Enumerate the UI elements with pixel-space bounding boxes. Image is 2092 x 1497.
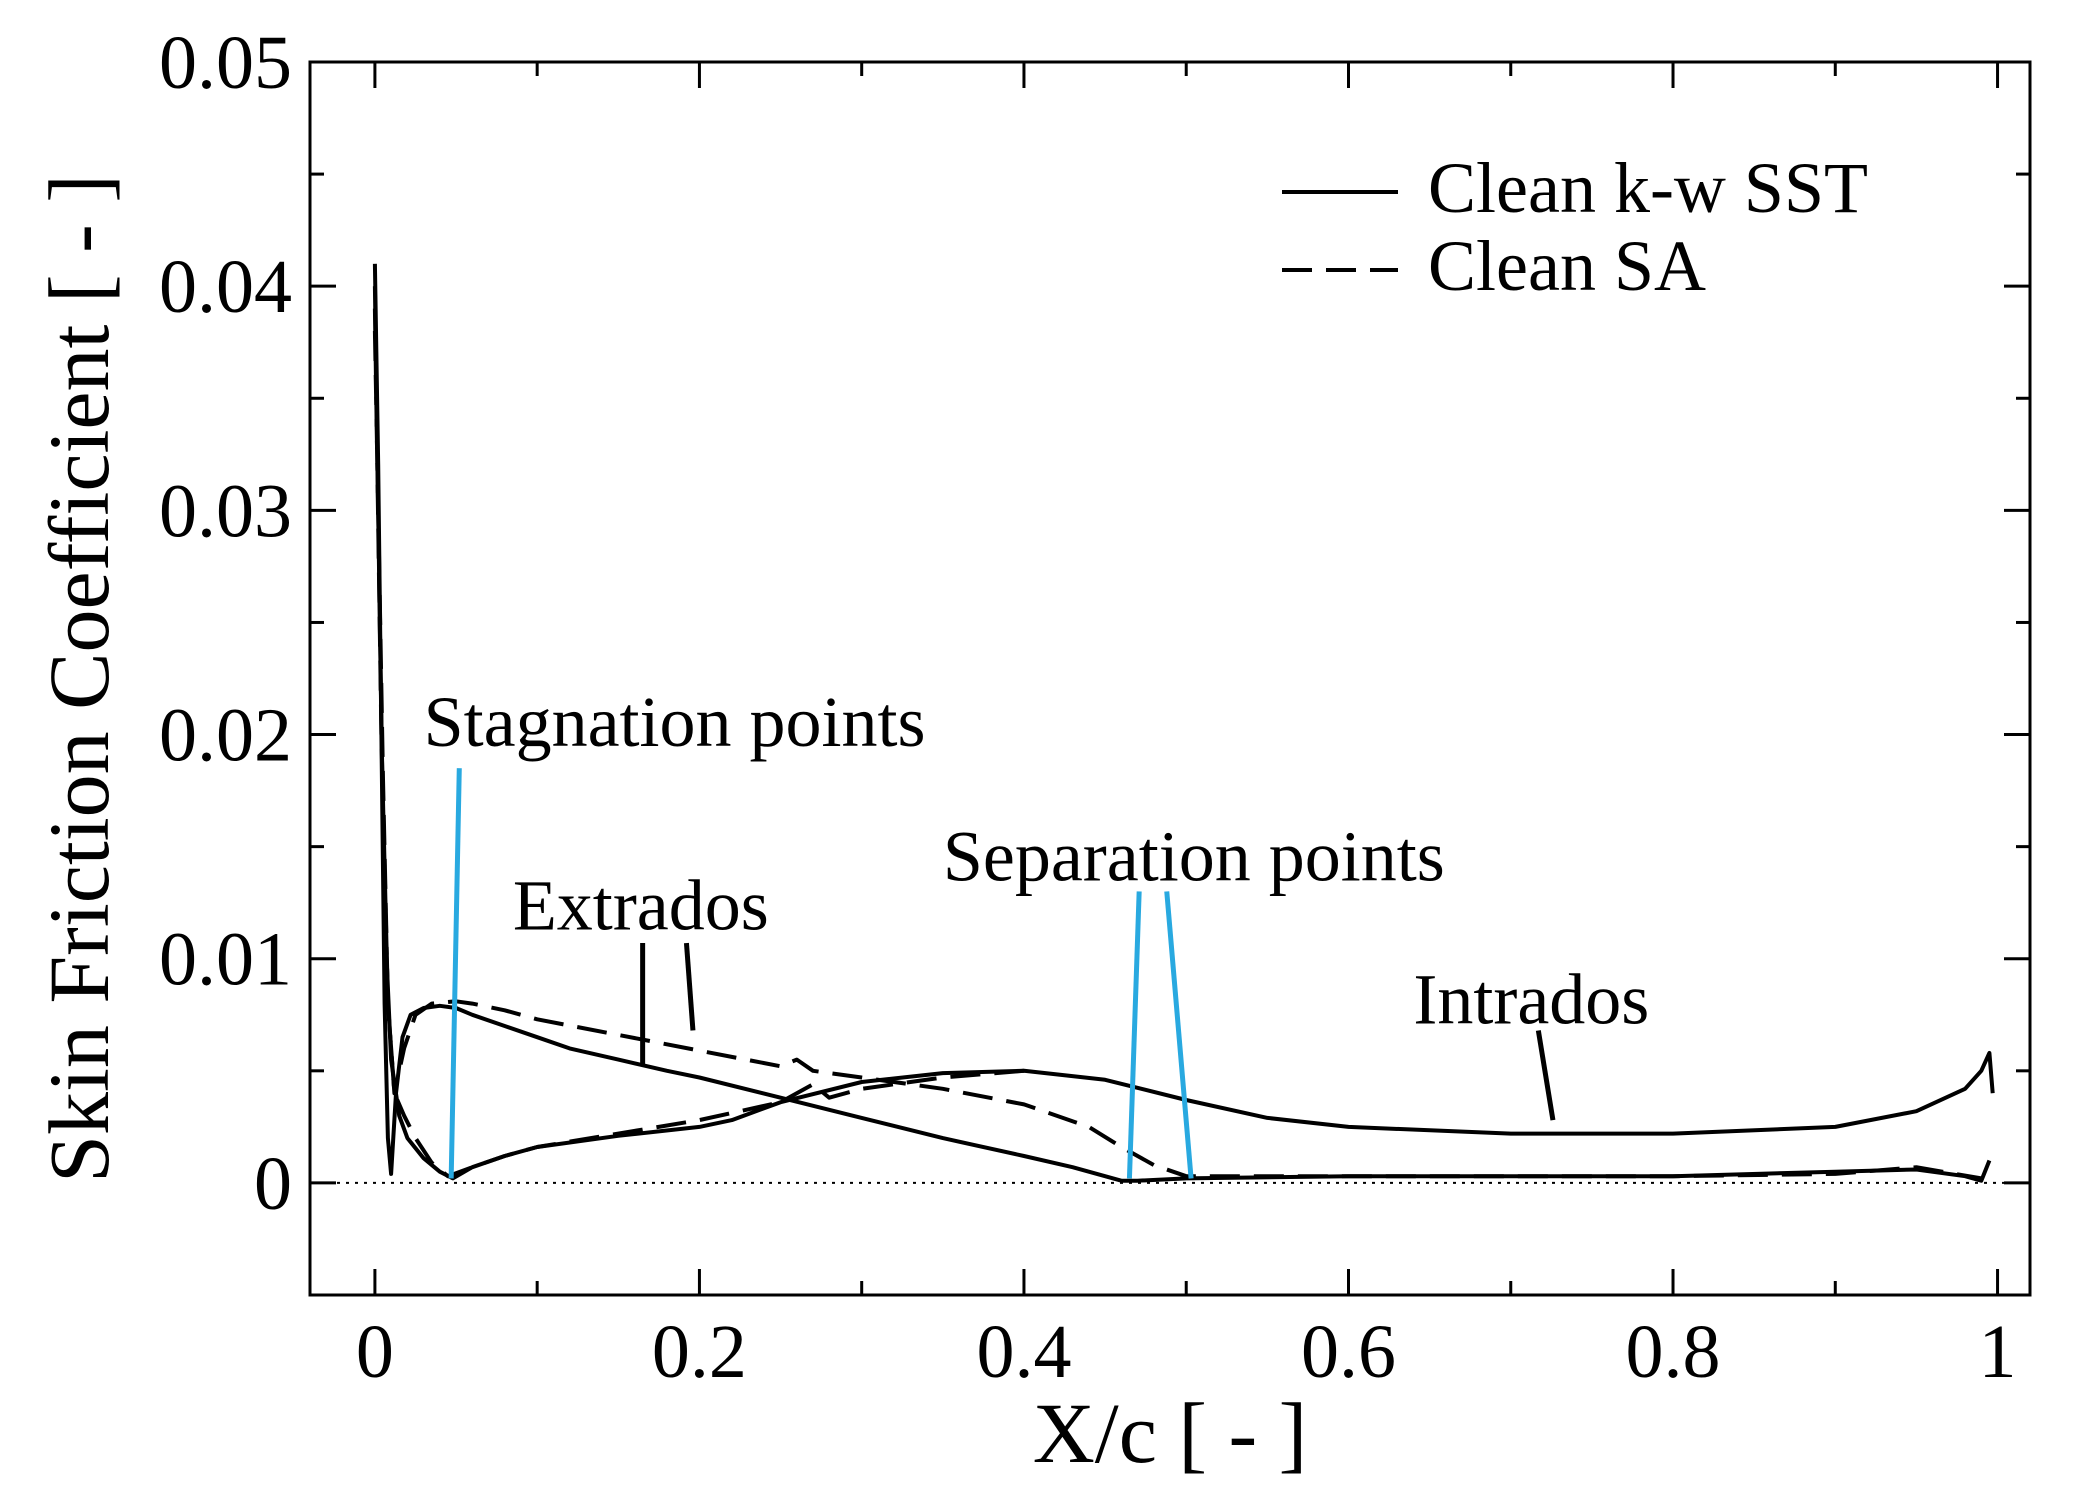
series-line (372, 286, 1995, 1181)
y-tick-label: 0.02 (159, 694, 292, 778)
y-tick-label: 0 (254, 1142, 292, 1226)
annotation-label: Extrados (513, 866, 769, 946)
x-axis-title: X/c [ - ] (1033, 1385, 1308, 1481)
series-line (372, 330, 1982, 1181)
x-tick-label: 0.2 (652, 1310, 747, 1394)
y-tick-label: 0.05 (159, 21, 292, 105)
x-tick-label: 0.4 (976, 1310, 1071, 1394)
annotation-label: Stagnation points (424, 682, 926, 762)
annotation-pointer (1164, 891, 1194, 1179)
series-line (372, 308, 1025, 1179)
y-axis-title: Skin Friction Coefficient [ - ] (31, 174, 127, 1183)
legend-label: Clean SA (1428, 226, 1706, 306)
x-tick-label: 0.6 (1301, 1310, 1396, 1394)
axes: 0 0.2 0.4 0.6 0.8 1 0 0.01 0.02 0.03 0.04 0.05 X/c [… (31, 21, 2032, 1481)
annotation-pointer (1126, 891, 1142, 1179)
annotation-label: Separation points (943, 816, 1445, 896)
plot-frame (308, 60, 2032, 1297)
annotation-pointer (1535, 1030, 1556, 1121)
x-tick-label: 0 (356, 1310, 394, 1394)
y-tick-label: 0.04 (159, 245, 292, 329)
y-tick-label: 0.03 (159, 469, 292, 553)
x-tick-label: 1 (1979, 1310, 2017, 1394)
series-group (310, 263, 2030, 1184)
annotation-pointer (448, 768, 462, 1179)
y-tick-label: 0.01 (159, 918, 292, 1002)
x-tick-label: 0.8 (1626, 1310, 1721, 1394)
annotation-label: Intrados (1413, 960, 1649, 1040)
legend-label: Clean k-w SST (1428, 148, 1868, 228)
annotation-pointer (683, 942, 696, 1031)
